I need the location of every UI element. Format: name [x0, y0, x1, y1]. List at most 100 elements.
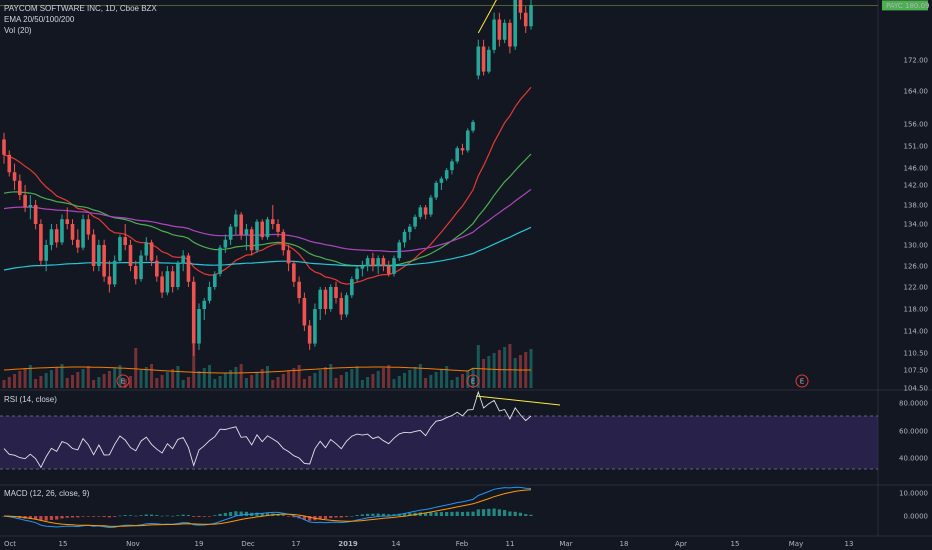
macd-histogram-bar	[160, 515, 164, 517]
macd-histogram-bar	[207, 516, 212, 517]
volume-bar	[107, 371, 111, 388]
candle-body	[2, 139, 6, 155]
volume-bar	[165, 372, 169, 388]
candle-body	[112, 260, 117, 285]
macd-histogram-bar	[281, 515, 285, 516]
volume-bar	[28, 365, 32, 388]
macd-histogram-bar	[418, 512, 422, 516]
volume-bar	[244, 378, 248, 388]
volume-bar	[308, 376, 312, 388]
time-tick-label: Oct	[4, 540, 16, 548]
macd-histogram-bar	[487, 508, 491, 516]
macd-histogram-bar	[429, 512, 433, 516]
candle-body	[450, 161, 454, 171]
macd-histogram-bar	[318, 516, 322, 520]
macd-histogram-bar	[102, 516, 106, 517]
volume-bar	[218, 376, 222, 388]
volume-bar	[339, 375, 343, 388]
earnings-marker	[795, 374, 809, 388]
time-tick-label: 15	[59, 540, 68, 548]
candle-body	[255, 221, 259, 251]
volume-bar	[160, 375, 164, 388]
volume-bar	[508, 344, 512, 388]
rsi-line	[3, 390, 532, 469]
macd-histogram-bar	[355, 515, 359, 516]
volume-bar	[418, 364, 422, 388]
volume-bar	[529, 349, 533, 388]
macd-histogram-bar	[302, 516, 306, 520]
macd-histogram-bar	[223, 512, 227, 516]
candle-body	[28, 205, 33, 208]
time-tick-label: 11	[506, 540, 515, 548]
volume-bar	[76, 372, 80, 388]
time-tick-label: Nov	[126, 540, 140, 548]
volume-bar	[503, 347, 507, 388]
volume-bar	[34, 379, 38, 388]
candle-body	[418, 207, 423, 217]
candle-body	[286, 250, 291, 264]
candle-body	[218, 247, 222, 274]
candle-body	[207, 287, 212, 301]
volume-bar	[197, 371, 201, 388]
time-tick-label: 15	[731, 540, 740, 548]
macd-histogram-bar	[439, 512, 444, 516]
macd-histogram-bar	[91, 516, 96, 517]
candle-body	[276, 224, 280, 232]
candle-body	[497, 19, 502, 40]
macd-histogram-bar	[123, 515, 127, 516]
macd-histogram-bar	[408, 513, 412, 516]
time-tick-label: Dec	[241, 540, 255, 548]
candle-body	[228, 226, 233, 240]
volume-bar	[229, 370, 233, 388]
candle-body	[139, 255, 143, 280]
volume-bar	[128, 376, 132, 388]
candle-body	[160, 276, 164, 293]
macd-histogram-bar	[186, 514, 191, 516]
macd-histogram-bar	[255, 512, 259, 516]
candle-body	[281, 231, 286, 251]
macd-histogram-bar	[371, 513, 375, 516]
candle-body	[123, 237, 128, 245]
candle-body	[149, 242, 154, 261]
candle-body	[12, 172, 17, 181]
price-tick-label: 110.50	[904, 350, 929, 358]
price-tick-label: 122.00	[904, 284, 929, 292]
candle-body	[492, 19, 496, 50]
candle-body	[423, 207, 428, 215]
volume-bar	[376, 371, 380, 388]
macd-histogram-bar	[70, 516, 75, 518]
volume-bar	[49, 370, 53, 388]
macd-histogram-bar	[197, 516, 201, 517]
candle-body	[523, 12, 528, 27]
volume-bar	[118, 365, 122, 388]
price-tick-label: 126.00	[904, 263, 929, 271]
macd-histogram-bar	[118, 515, 122, 517]
candle-body	[360, 266, 365, 269]
volume-bar	[144, 367, 148, 388]
macd-histogram-bar	[60, 516, 64, 519]
candle-body	[465, 130, 470, 151]
price-tick-label: 134.00	[904, 221, 929, 229]
volume-bar	[445, 366, 449, 388]
candle-body	[429, 197, 433, 215]
candle-body	[191, 281, 196, 344]
macd-histogram-bar	[107, 516, 111, 518]
volume-bar	[171, 369, 175, 388]
signal-line	[3, 489, 532, 527]
macd-histogram-bar	[97, 516, 101, 517]
macd-histogram-bar	[49, 516, 54, 520]
rsi-tick-label: 80.0000	[899, 400, 928, 408]
candle-body	[529, 5, 533, 27]
volume-bar	[471, 368, 475, 388]
candle-body	[260, 221, 265, 238]
price-tag-bg	[882, 0, 928, 11]
volume-bar	[513, 358, 517, 388]
volume-bar	[403, 373, 407, 388]
candle-body	[234, 214, 238, 227]
volume-bar	[476, 345, 480, 388]
candle-body	[54, 229, 59, 243]
price-tick-label: 146.00	[904, 165, 929, 173]
macd-histogram-bar	[286, 516, 291, 517]
candle-body	[323, 289, 328, 309]
